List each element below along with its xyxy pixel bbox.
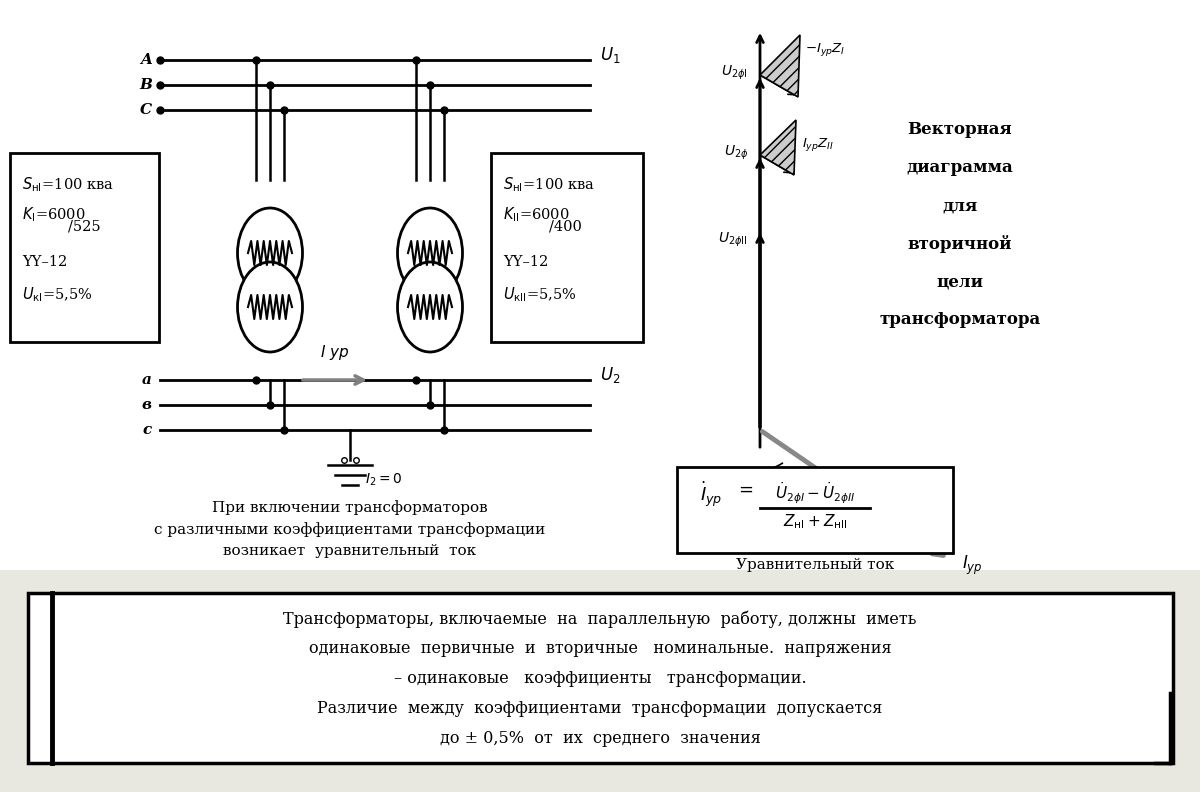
FancyBboxPatch shape [10, 153, 158, 342]
Ellipse shape [238, 262, 302, 352]
Text: $\dot{U}_{2\phi I} - \dot{U}_{2\phi II}$: $\dot{U}_{2\phi I} - \dot{U}_{2\phi II}$ [775, 480, 856, 505]
Polygon shape [760, 120, 796, 175]
Text: B: B [139, 78, 152, 92]
Text: $Z_{\rm нI} + Z_{\rm нII}$: $Z_{\rm нI} + Z_{\rm нII}$ [782, 512, 847, 531]
Text: $I_{yp}Z_{II}$: $I_{yp}Z_{II}$ [802, 136, 834, 154]
Text: $K_{\rm II}$=6000: $K_{\rm II}$=6000 [503, 205, 570, 223]
Text: цели: цели [936, 273, 984, 291]
Bar [0, 570, 1200, 792]
Ellipse shape [238, 208, 302, 298]
Text: $-I_{yp}Z_I$: $-I_{yp}Z_I$ [805, 41, 845, 59]
FancyBboxPatch shape [491, 153, 643, 342]
Text: a: a [142, 373, 152, 387]
Bar [0, 0, 1200, 570]
Text: $U_{2\phi}$: $U_{2\phi}$ [724, 144, 748, 162]
Text: $K_{\rm I}$=6000: $K_{\rm I}$=6000 [22, 205, 85, 223]
Polygon shape [760, 35, 800, 97]
Text: $S_{\rm нI}$=100 ква: $S_{\rm нI}$=100 ква [22, 175, 114, 194]
Text: $=$: $=$ [734, 480, 754, 498]
Ellipse shape [397, 208, 462, 298]
FancyBboxPatch shape [677, 467, 953, 553]
Text: возникает  уравнительный  ток: возникает уравнительный ток [223, 544, 476, 558]
Text: $\dot{I}_{yp}$: $\dot{I}_{yp}$ [700, 480, 722, 509]
Text: $U_{2\phi\rm I}$: $U_{2\phi\rm I}$ [721, 64, 748, 82]
Text: до ± 0,5%  от  их  среднего  значения: до ± 0,5% от их среднего значения [439, 730, 761, 747]
Text: Уравнительный ток: Уравнительный ток [736, 558, 894, 572]
Ellipse shape [397, 262, 462, 352]
Text: $I$ ур: $I$ ур [320, 343, 349, 362]
Text: с различными коэффициентами трансформации: с различными коэффициентами трансформаци… [155, 522, 546, 537]
Text: $S_{\rm нI}$=100 ква: $S_{\rm нI}$=100 ква [503, 175, 595, 194]
Text: $U_{\rm кII}$=5,5%: $U_{\rm кII}$=5,5% [503, 285, 577, 303]
Text: $I_{yp}$: $I_{yp}$ [962, 554, 983, 577]
Text: $U_1$: $U_1$ [600, 45, 620, 65]
Text: в: в [142, 398, 152, 412]
Text: $U_{\rm кI}$=5,5%: $U_{\rm кI}$=5,5% [22, 285, 92, 303]
Text: трансформатора: трансформатора [880, 311, 1040, 329]
Text: Различие  между  коэффициентами  трансформации  допускается: Различие между коэффициентами трансформа… [317, 700, 883, 717]
Text: вторичной: вторичной [908, 235, 1012, 253]
Text: Трансформаторы, включаемые  на  параллельную  работу, должны  иметь: Трансформаторы, включаемые на параллельн… [283, 610, 917, 627]
Text: C: C [140, 103, 152, 117]
Text: $U_{2\phi\rm II}$: $U_{2\phi\rm II}$ [719, 230, 748, 249]
Text: При включении трансформаторов: При включении трансформаторов [212, 500, 488, 515]
Text: для: для [942, 197, 978, 215]
Text: диаграмма: диаграмма [907, 159, 1013, 177]
Text: /525: /525 [68, 220, 101, 234]
Text: /400: /400 [550, 220, 582, 234]
Bar [28, 593, 1174, 763]
Text: A: A [140, 53, 152, 67]
Text: YY–12: YY–12 [503, 255, 548, 269]
Text: YY–12: YY–12 [22, 255, 67, 269]
Text: $I_2=0$: $I_2=0$ [365, 472, 402, 488]
Text: $U_2$: $U_2$ [600, 365, 620, 385]
Text: – одинаковые   коэффициенты   трансформации.: – одинаковые коэффициенты трансформации. [394, 670, 806, 687]
Text: одинаковые  первичные  и  вторичные   номинальные.  напряжения: одинаковые первичные и вторичные номинал… [308, 640, 892, 657]
Text: с: с [143, 423, 152, 437]
Text: Векторная: Векторная [907, 121, 1013, 139]
